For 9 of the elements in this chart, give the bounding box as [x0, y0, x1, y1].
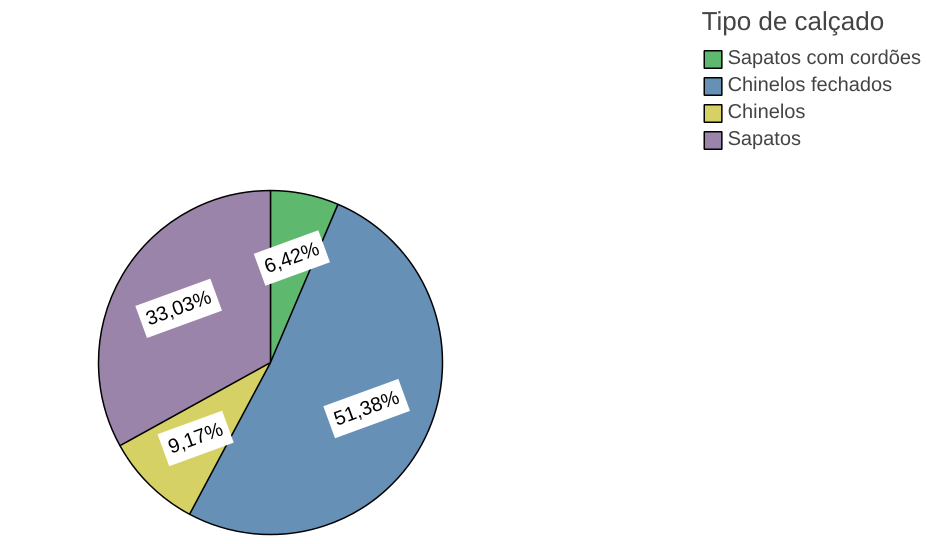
- data-label: 9,17%: [165, 418, 226, 459]
- legend-label: Chinelos fechados: [728, 74, 892, 97]
- data-label: 6,42%: [261, 238, 322, 278]
- data-label: 51,38%: [331, 386, 403, 431]
- legend-label: Sapatos com cordões: [728, 47, 921, 70]
- legend-label: Sapatos: [728, 128, 801, 151]
- data-label: 33,03%: [143, 286, 214, 330]
- legend-title: Tipo de calçado: [702, 6, 886, 37]
- legend-label: Chinelos: [728, 101, 806, 124]
